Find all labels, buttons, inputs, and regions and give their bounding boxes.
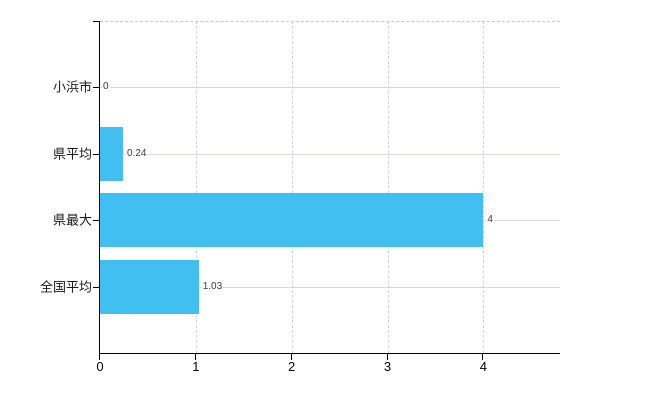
y-axis-tick [93, 87, 99, 89]
y-axis-tick [93, 220, 99, 222]
x-tick-label: 2 [288, 359, 296, 374]
x-axis-tick [99, 354, 100, 360]
gridline-vertical [483, 21, 485, 353]
gridline-vertical [195, 21, 197, 353]
category-label-小浜市: 小浜市 [52, 79, 92, 95]
x-axis-tick [194, 354, 196, 360]
gridline-horizontal [100, 153, 560, 155]
plot-area: 0 0.24 4 1.03 [100, 21, 560, 353]
x-axis-tick [386, 354, 388, 360]
bar-県最大 [100, 193, 484, 248]
bar-value-label: 0 [102, 81, 110, 94]
bar-value-label: 0.24 [126, 147, 148, 160]
y-axis-line [99, 21, 100, 354]
x-tick-label: 0 [96, 359, 104, 374]
bar-全国平均 [100, 259, 199, 314]
bar-value-label: 4 [486, 214, 494, 227]
x-tick-label: 4 [479, 359, 487, 374]
plot-top-border [100, 21, 560, 22]
y-axis-end-tick [93, 21, 99, 22]
bar-県平均 [100, 126, 123, 181]
gridline-horizontal [100, 286, 560, 288]
category-label-県最大: 県最大 [52, 212, 92, 228]
x-axis-tick [290, 354, 292, 360]
x-tick-label: 3 [383, 359, 392, 374]
y-axis-tick [93, 286, 99, 288]
category-label-県平均: 県平均 [52, 146, 92, 162]
y-axis-tick [93, 153, 99, 155]
x-axis-tick [482, 354, 484, 360]
gridline-vertical [387, 21, 389, 353]
bar-value-label: 1.03 [201, 280, 224, 293]
gridline-horizontal [100, 87, 560, 89]
gridline-vertical [291, 21, 293, 353]
x-tick-label: 1 [192, 359, 200, 374]
x-axis-line [99, 353, 560, 354]
category-label-全国平均: 全国平均 [39, 279, 92, 295]
